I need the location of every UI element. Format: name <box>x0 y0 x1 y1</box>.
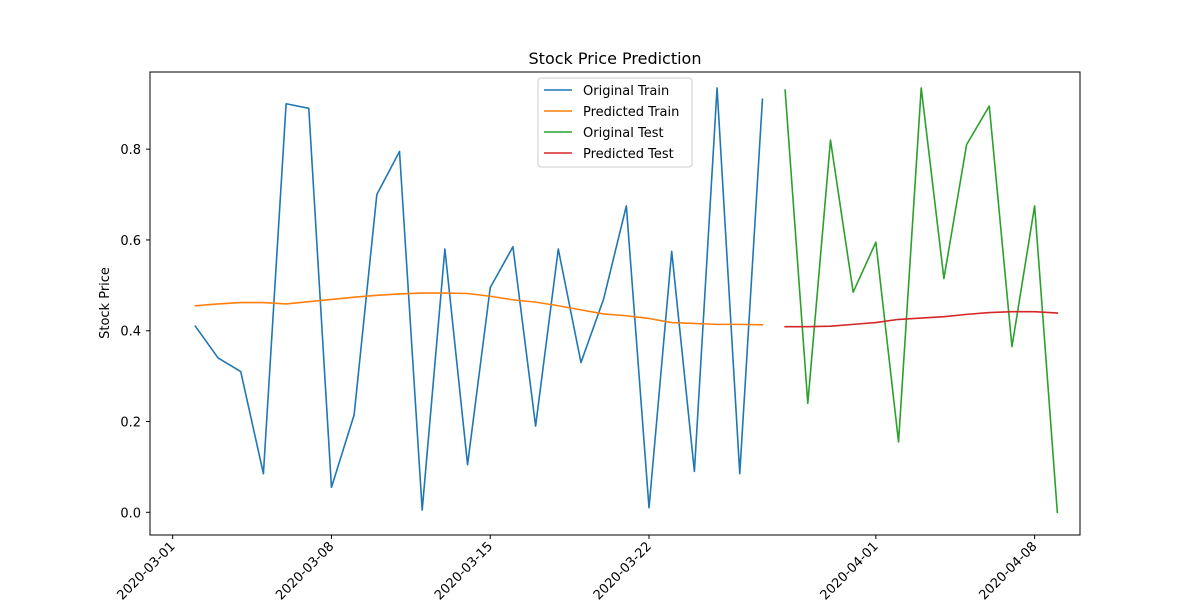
series-line-1 <box>194 87 764 511</box>
y-axis-label: Stock Price <box>98 267 113 339</box>
y-tick-label: 0.6 <box>120 234 141 249</box>
legend: Original Train Predicted Train Original Te… <box>537 77 693 168</box>
legend-label: Original Test <box>583 126 664 141</box>
series-line-3 <box>784 87 1059 514</box>
legend-box <box>537 77 693 168</box>
legend-label: Predicted Train <box>583 105 679 120</box>
y-tick-label: 0.0 <box>120 506 141 521</box>
series-line-2 <box>194 292 764 326</box>
plot-frame <box>149 71 1081 536</box>
legend-label: Original Train <box>583 84 669 99</box>
y-tick-label: 0.8 <box>120 143 141 158</box>
y-tick-label: 0.4 <box>120 325 141 340</box>
legend-label: Predicted Test <box>583 147 674 162</box>
y-tick-label: 0.2 <box>120 416 141 431</box>
series-line-4 <box>784 310 1059 328</box>
chart-title: Stock Price Prediction <box>529 49 702 68</box>
